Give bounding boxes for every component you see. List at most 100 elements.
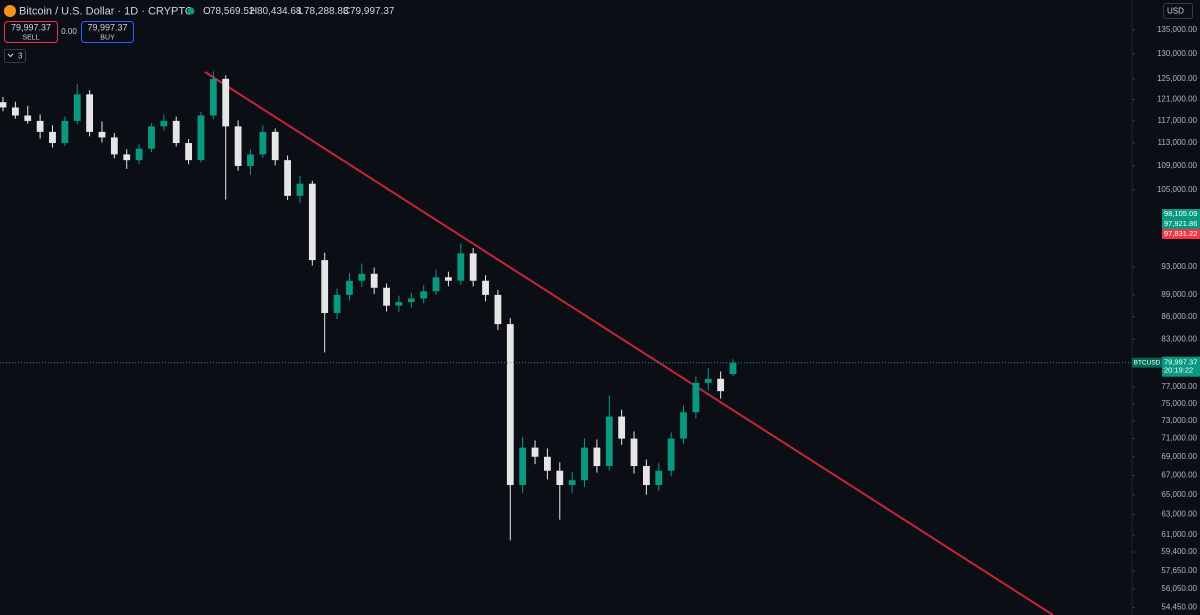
spread: 0.00 bbox=[61, 27, 77, 36]
candle-body bbox=[605, 416, 613, 467]
candle-body bbox=[630, 438, 638, 467]
candle-body bbox=[123, 154, 131, 161]
candle-body bbox=[321, 260, 329, 313]
candle-body bbox=[271, 131, 279, 161]
y-tick-label: 89,000.00 bbox=[1161, 290, 1197, 299]
price-tag: 98,105.09 bbox=[1164, 209, 1197, 218]
candle-body bbox=[717, 378, 725, 392]
candle-body bbox=[11, 107, 19, 116]
candle-body bbox=[729, 362, 737, 375]
indicators-count: 3 bbox=[18, 52, 23, 61]
buy-box bbox=[81, 21, 134, 43]
y-tick-label: 117,000.00 bbox=[1158, 116, 1198, 125]
trend-line bbox=[204, 71, 1054, 615]
candle-body bbox=[346, 280, 353, 295]
candle-body bbox=[445, 277, 452, 281]
price-tag: 97,831.22 bbox=[1164, 229, 1197, 238]
candle-body bbox=[692, 382, 700, 413]
ohlc-prefix: O bbox=[203, 6, 211, 17]
ohlc-prefix: H bbox=[250, 6, 257, 17]
y-tick-label: 130,000.00 bbox=[1157, 49, 1198, 58]
symbol-title: Bitcoin / U.S. Dollar · 1D · CRYPTO bbox=[19, 5, 194, 17]
chevron bbox=[7, 53, 14, 58]
candle-body bbox=[358, 273, 366, 281]
candle-body bbox=[506, 324, 514, 486]
y-tick-label: 71,000.00 bbox=[1161, 434, 1197, 443]
price-tag-box bbox=[1162, 356, 1200, 377]
currency: USD bbox=[1167, 7, 1184, 16]
candle-body bbox=[197, 115, 205, 161]
candle-body bbox=[568, 480, 576, 486]
ohlc-prefix: L bbox=[298, 6, 304, 17]
ohlc-value: 79,997.37 bbox=[350, 6, 395, 17]
candle-body bbox=[24, 115, 32, 121]
candle-body bbox=[148, 126, 155, 149]
candle-body bbox=[247, 154, 254, 166]
y-tick-label: 113,000.00 bbox=[1158, 138, 1198, 147]
plot bbox=[0, 71, 1132, 541]
y-tick-label: 105,000.00 bbox=[1157, 185, 1198, 194]
toggle-box bbox=[4, 49, 26, 63]
status-dot bbox=[187, 7, 195, 15]
buy-price: 79,997.37 bbox=[87, 22, 127, 32]
candle-body bbox=[655, 470, 663, 486]
currency-button[interactable]: USD bbox=[1163, 3, 1193, 19]
candle-body bbox=[308, 183, 316, 261]
candle-body bbox=[172, 120, 180, 144]
currency-box bbox=[1163, 3, 1193, 19]
candle-body bbox=[593, 447, 601, 467]
candle-body bbox=[370, 273, 378, 288]
ohlc-value: 78,288.83 bbox=[304, 6, 349, 17]
candle-body bbox=[667, 438, 675, 471]
candle-body bbox=[296, 183, 304, 196]
symbol-tag-box bbox=[1132, 357, 1162, 368]
candle-body bbox=[234, 126, 242, 166]
y-tick-label: 67,000.00 bbox=[1161, 471, 1197, 480]
y-tick-label: 135,000.00 bbox=[1157, 25, 1198, 34]
y-tick-label: 65,000.00 bbox=[1161, 490, 1197, 499]
candle-body bbox=[482, 280, 489, 295]
candle-body bbox=[0, 102, 7, 108]
candle-body bbox=[73, 94, 81, 121]
y-tick-label: 75,000.00 bbox=[1161, 399, 1197, 408]
candle-body bbox=[432, 277, 440, 292]
candle-body bbox=[544, 456, 551, 471]
y-tick-label: 63,000.00 bbox=[1161, 510, 1197, 519]
price-tag-box bbox=[1162, 229, 1200, 239]
countdown: 20:19:22 bbox=[1164, 366, 1193, 375]
candle-body bbox=[519, 447, 527, 486]
candle-body bbox=[259, 131, 267, 155]
candle-body bbox=[49, 131, 56, 144]
sell-button[interactable]: 79,997.37 SELL bbox=[4, 21, 58, 43]
candle-body bbox=[86, 94, 94, 132]
candle-body bbox=[333, 294, 341, 313]
buy-button[interactable]: 79,997.37 BUY bbox=[81, 21, 134, 43]
candle-body bbox=[556, 470, 564, 486]
candle-body bbox=[618, 416, 626, 439]
price-tag-box bbox=[1162, 219, 1200, 229]
candle-body bbox=[160, 120, 168, 127]
sell-label: SELL bbox=[22, 34, 39, 41]
candle-body bbox=[98, 131, 106, 138]
y-tick-label: 56,050.00 bbox=[1161, 584, 1197, 593]
coin-icon bbox=[4, 5, 16, 17]
price-tag: 79,997.37 bbox=[1164, 358, 1197, 367]
candle-body bbox=[36, 120, 44, 132]
y-tick-label: 57,650.00 bbox=[1161, 566, 1197, 575]
candle-body bbox=[680, 412, 687, 439]
y-tick-label: 54,450.00 bbox=[1161, 602, 1197, 611]
price-tag-box bbox=[1162, 209, 1200, 219]
ohlc-value: 78,569.52 bbox=[210, 6, 255, 17]
y-tick-label: 93,000.00 bbox=[1161, 262, 1197, 271]
price-tag: 97,921.86 bbox=[1164, 219, 1197, 228]
buy-label: BUY bbox=[100, 34, 115, 41]
candle-body bbox=[61, 120, 69, 144]
candle-body bbox=[642, 466, 650, 486]
y-tick-label: 121,000.00 bbox=[1157, 95, 1198, 104]
candle-body bbox=[135, 148, 143, 161]
candle-body bbox=[383, 287, 390, 306]
y-tick-label: 109,000.00 bbox=[1157, 161, 1198, 170]
candle-body bbox=[110, 137, 118, 155]
indicators-toggle[interactable]: 3 bbox=[4, 49, 26, 63]
